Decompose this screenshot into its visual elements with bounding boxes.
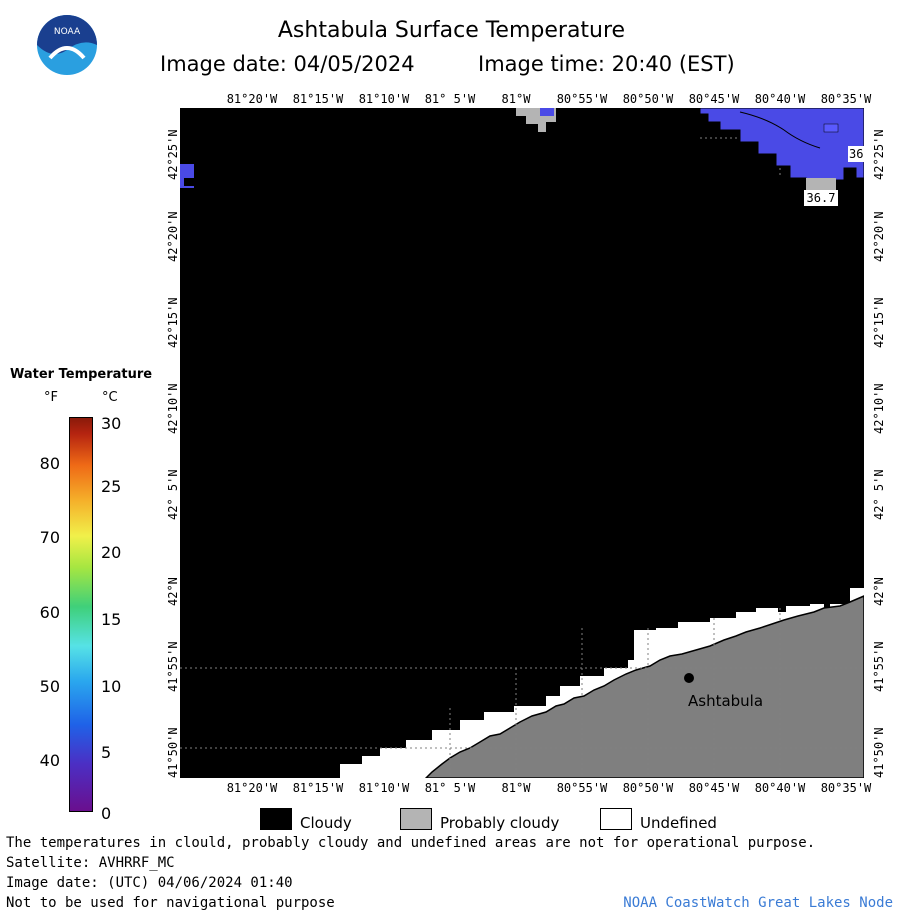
footer-satellite: Satellite: AVHRRF_MC: [6, 855, 175, 871]
page-title: Ashtabula Surface Temperature: [277, 18, 626, 43]
lat-label-right: 42° 5'N: [872, 469, 886, 520]
lat-label-right: 41°55'N: [872, 641, 886, 692]
fahrenheit-tick: 60: [39, 603, 60, 622]
lon-label-top: 81° 5'W: [424, 92, 476, 106]
lon-label-top: 80°35'W: [820, 92, 872, 106]
lon-label-bottom: 80°40'W: [754, 781, 806, 795]
unit-fahrenheit: °F: [44, 390, 58, 405]
lon-label-top: 80°40'W: [754, 92, 806, 106]
lon-label-bottom: 80°50'W: [622, 781, 674, 795]
lon-label-top: 81°10'W: [358, 92, 410, 106]
lon-label-top: 80°45'W: [688, 92, 740, 106]
lon-label-top: 81°W: [501, 92, 531, 106]
fahrenheit-tick: 50: [39, 677, 60, 696]
lat-label-left: 42°20'N: [166, 211, 180, 262]
lon-label-bottom: 81°20'W: [226, 781, 278, 795]
lat-label-left: 41°55'N: [166, 641, 180, 692]
celsius-tick: 0: [101, 804, 112, 823]
lat-label-left: 42°15'N: [166, 297, 180, 348]
sst-label-2: 36: [849, 147, 863, 161]
lon-label-bottom: 81°W: [501, 781, 531, 795]
lon-label-bottom: 80°45'W: [688, 781, 740, 795]
footer-warning: Not to be used for navigational purpose: [6, 895, 335, 911]
lon-label-bottom: 81°10'W: [358, 781, 410, 795]
celsius-tick: 25: [101, 477, 122, 496]
legend-probably-cloudy-label: Probably cloudy: [440, 814, 560, 832]
probably-cloudy-patch-2: [806, 178, 836, 190]
lat-label-left: 42°N: [166, 577, 180, 606]
city-label: Ashtabula: [688, 692, 763, 710]
land-area: [424, 594, 865, 779]
image-date: Image date: 04/05/2024: [160, 52, 415, 76]
noaa-logo: NOAA: [36, 14, 98, 76]
lon-label-top: 80°50'W: [622, 92, 674, 106]
legend-cloudy-swatch: [260, 808, 292, 830]
lat-label-left: 42°10'N: [166, 383, 180, 434]
lon-label-bottom: 81°15'W: [292, 781, 344, 795]
lat-label-left: 42°25'N: [166, 129, 180, 180]
image-time: Image time: 20:40 (EST): [478, 52, 735, 76]
legend-undefined-swatch: [600, 808, 632, 830]
lat-label-right: 41°50'N: [872, 727, 886, 778]
lat-label-right: 42°N: [872, 577, 886, 606]
celsius-tick: 30: [101, 414, 122, 433]
celsius-tick: 20: [101, 543, 122, 562]
lon-label-top: 80°55'W: [556, 92, 608, 106]
temperature-map: 36.7 36 Ashtabula: [180, 107, 865, 779]
celsius-tick: 10: [101, 677, 122, 696]
lon-label-bottom: 80°55'W: [556, 781, 608, 795]
lat-label-right: 42°15'N: [872, 297, 886, 348]
lat-label-left: 41°50'N: [166, 727, 180, 778]
footer-credit: NOAA CoastWatch Great Lakes Node: [623, 895, 893, 911]
legend-cloudy-label: Cloudy: [300, 814, 352, 832]
color-bar: [69, 417, 93, 812]
celsius-tick: 5: [101, 743, 112, 762]
footer-utc-date: Image date: (UTC) 04/06/2024 01:40: [6, 875, 293, 891]
celsius-tick: 15: [101, 610, 122, 629]
fahrenheit-tick: 40: [39, 751, 60, 770]
logo-text: NOAA: [54, 27, 81, 37]
legend-undefined-label: Undefined: [640, 814, 717, 832]
lat-label-right: 42°10'N: [872, 383, 886, 434]
lon-label-top: 81°15'W: [292, 92, 344, 106]
lon-label-bottom: 81° 5'W: [424, 781, 476, 795]
lat-label-right: 42°20'N: [872, 211, 886, 262]
sst-label-1: 36.7: [807, 191, 836, 205]
water-patch-top: [540, 108, 554, 116]
lat-label-right: 42°25'N: [872, 129, 886, 180]
lat-label-left: 42° 5'N: [166, 469, 180, 520]
lon-label-top: 81°20'W: [226, 92, 278, 106]
legend-probably-cloudy-swatch: [400, 808, 432, 830]
fahrenheit-tick: 70: [39, 528, 60, 547]
footer-note: The temperatures in clould, probably clo…: [6, 835, 816, 851]
cold-water-area: [699, 107, 865, 187]
city-marker: [684, 673, 694, 683]
lon-label-bottom: 80°35'W: [820, 781, 872, 795]
fahrenheit-tick: 80: [39, 454, 60, 473]
legend-title: Water Temperature: [10, 367, 153, 382]
unit-celsius: °C: [102, 390, 118, 405]
